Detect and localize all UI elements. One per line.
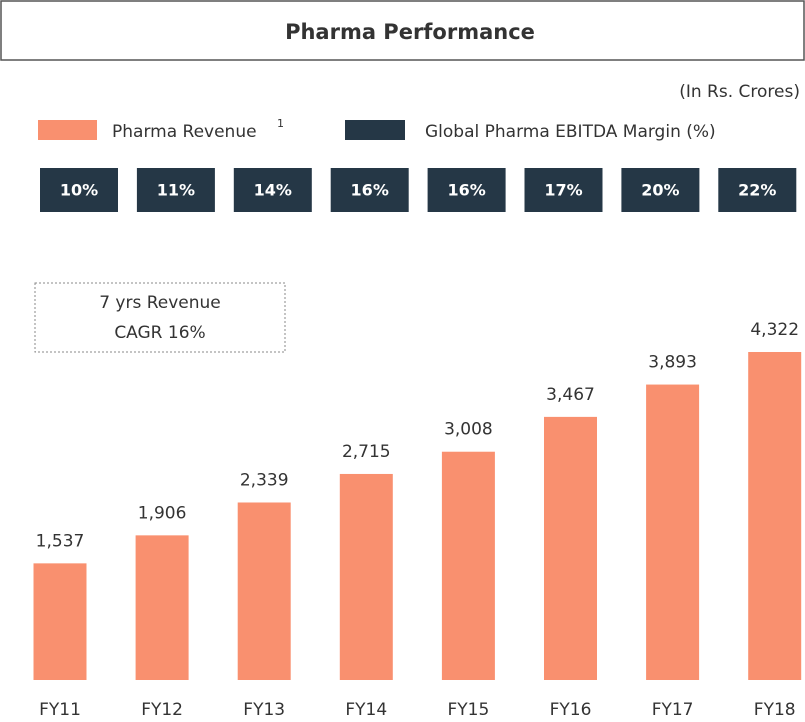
margin-box (40, 168, 118, 212)
data-label: 3,467 (546, 385, 595, 405)
margin-box (233, 168, 312, 212)
bar (441, 451, 495, 680)
subtitle: (In Rs. Crores) (679, 82, 800, 102)
data-label: 4,322 (750, 320, 799, 340)
bar (135, 535, 189, 680)
annotation: 7 yrs Revenue (99, 293, 221, 313)
margin-label: 16% (351, 181, 389, 200)
margin-box (330, 168, 409, 212)
x-tick-label: FY16 (550, 700, 592, 720)
annotation-box (34, 282, 286, 353)
margin-label: 20% (641, 181, 679, 200)
x-tick-label: FY11 (39, 700, 81, 720)
data-label: 1,906 (138, 503, 187, 523)
legend-label: Global Pharma EBITDA Margin (%) (425, 122, 716, 142)
bar (339, 473, 393, 680)
margin-box (524, 168, 603, 212)
bar (237, 502, 291, 680)
legend-swatch (345, 120, 405, 140)
bar (33, 563, 87, 680)
data-label: 2,715 (342, 442, 391, 462)
margin-label: 14% (254, 181, 292, 200)
margin-box (136, 168, 215, 212)
data-label: 3,008 (444, 420, 493, 440)
x-tick-label: FY13 (243, 700, 285, 720)
data-label: 2,339 (240, 470, 289, 490)
margin-box (427, 168, 506, 212)
margin-label: 17% (544, 181, 582, 200)
x-tick-label: FY17 (652, 700, 694, 720)
margin-label: 11% (157, 181, 195, 200)
margin-label: 22% (738, 181, 776, 200)
margin-label: 10% (60, 181, 98, 200)
x-tick-label: FY14 (345, 700, 387, 720)
legend-footnote: 1 (277, 117, 284, 130)
legend-label: Pharma Revenue (112, 122, 257, 142)
x-tick-label: FY12 (141, 700, 183, 720)
margin-box (621, 168, 700, 212)
data-label: 3,893 (648, 353, 697, 373)
bar (646, 384, 700, 680)
chart-title: Pharma Performance (285, 20, 535, 44)
title-box (0, 0, 805, 61)
annotation: CAGR 16% (114, 323, 205, 343)
data-label: 1,537 (36, 531, 85, 551)
margin-box (718, 168, 797, 212)
x-tick-label: FY18 (754, 700, 796, 720)
margin-label: 16% (447, 181, 485, 200)
x-tick-label: FY15 (448, 700, 490, 720)
bar (748, 352, 802, 680)
bar (544, 416, 597, 680)
legend-swatch (38, 120, 97, 140)
